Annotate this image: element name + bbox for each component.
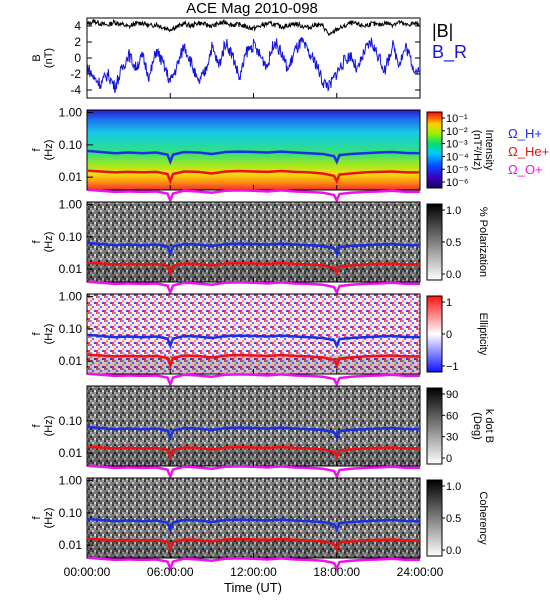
colorbar-tick-label: 0	[446, 453, 452, 465]
gyro-line-he	[86, 261, 420, 277]
colorbar-ellipticity	[426, 295, 443, 373]
colorbar-tick-label: 60	[446, 410, 458, 422]
panels: 420-2-4B(nT)1.000.100.01f(Hz)10⁻¹10⁻²10⁻…	[31, 17, 495, 572]
gyro-line-he	[86, 537, 420, 553]
legend-gyro-h: Ω_H+	[508, 126, 542, 141]
gyro-line-h	[86, 333, 421, 350]
y-tick-label: 0.10	[59, 322, 83, 336]
colorbar-label: k dot B(Deg)	[471, 409, 495, 443]
x-tick-label: 18:00:00	[313, 565, 360, 579]
spectrogram-intensity	[87, 110, 420, 190]
colorbar-tick-label: 0.5	[446, 237, 461, 249]
y-tick-label: 4	[74, 19, 81, 33]
spectrogram-coherency	[87, 478, 420, 558]
x-tick-label: 12:00:00	[230, 565, 277, 579]
legend-gyro-he: Ω_He+	[508, 144, 549, 159]
spectrogram-polarization	[87, 202, 420, 282]
y-tick-label: 0.01	[59, 538, 83, 552]
gyro-line-o	[86, 188, 420, 204]
colorbar-label: Intensity(nT²/Hz)	[471, 130, 495, 171]
colorbar-tick-label: 90	[446, 389, 458, 401]
gyro-line-he	[86, 445, 420, 461]
gyro-line-o	[86, 280, 420, 296]
panel-magnetic-field: 4 2 0 -2 -4 B(nT)	[31, 17, 421, 99]
gyro-line-he	[86, 169, 420, 185]
y-tick-label: -4	[70, 83, 81, 97]
gyro-line-he	[86, 353, 420, 369]
x-tick-label: 06:00:00	[147, 565, 194, 579]
colorbar-tick-label: 10⁻³	[446, 139, 468, 151]
y-tick-label: 1.00	[59, 106, 83, 120]
gyro-line-h	[86, 517, 421, 534]
x-tick-label: 24:00:00	[397, 565, 444, 579]
colorbar-tick-label: 0	[446, 329, 452, 341]
y-tick-label: 0	[74, 51, 81, 65]
colorbar-label: % Polarization	[477, 207, 489, 277]
y-tick-label: 0.10	[59, 138, 83, 152]
colorbar-tick-label: 0.5	[446, 513, 461, 525]
colorbar-tick-label: 0.0	[446, 269, 461, 281]
gyro-line-o	[86, 372, 420, 388]
plot-title: ACE Mag 2010-098	[186, 0, 318, 17]
y-tick-label: 0.01	[59, 354, 83, 368]
gyro-line-o	[86, 556, 420, 572]
legend-b-magnitude: |B|	[432, 21, 453, 41]
colorbar-tick-label: 10⁻²	[446, 126, 468, 138]
colorbar-label: Coherency	[477, 491, 489, 545]
series-b-radial	[86, 37, 420, 94]
colorbar-coherency	[426, 479, 443, 557]
colorbar-tick-label: 10⁻¹	[446, 113, 468, 125]
colorbar-tick-label: 1.0	[446, 481, 461, 493]
legend-gyro-o: Ω_O+	[508, 162, 543, 177]
y-tick-label: 0.10	[59, 230, 83, 244]
time-axis: 00:00:00 06:00:00 12:00:00 18:00:00 24:00:00…	[64, 93, 444, 595]
spectrogram-ellipticity	[87, 294, 420, 374]
colorbar-tick-label: 1.0	[446, 205, 461, 217]
series-b-magnitude	[86, 18, 420, 37]
gyro-line-h	[86, 425, 421, 442]
y-axis-label: f(Hz)	[31, 232, 55, 253]
colorbar-tick-label: 30	[446, 432, 458, 444]
mag-plot-area	[86, 17, 421, 99]
y-tick-label: 0.10	[59, 506, 83, 520]
colorbar-label: Ellipticity	[477, 313, 489, 356]
colorbar-tick-label: 10⁻⁵	[446, 164, 469, 176]
colorbar-intensity	[426, 111, 443, 189]
colorbar-tick-label: −1	[446, 361, 459, 373]
gyro-line-o	[86, 464, 420, 480]
colorbar-tick-label: 0.0	[446, 545, 461, 557]
y-axis-label: B(nT)	[31, 48, 55, 68]
y-tick-label: 1.00	[59, 474, 83, 488]
gyro-line-h	[86, 149, 421, 166]
y-axis-label: f(Hz)	[31, 508, 55, 529]
y-axis-label: f(Hz)	[31, 416, 55, 437]
colorbar-tick-label: 10⁻⁴	[446, 151, 469, 163]
colorbar-tick-label: 10⁻⁶	[446, 177, 469, 189]
colorbar-polarization	[426, 203, 443, 281]
x-tick-label: 00:00:00	[64, 565, 111, 579]
y-tick-label: 1.00	[59, 198, 83, 212]
panel-intensity: 1.00 0.10 0.01 f(Hz) 10⁻¹10⁻²10⁻³10⁻⁴10⁻⁵10⁻…	[31, 106, 495, 204]
y-axis-label: f(Hz)	[31, 324, 55, 345]
y-tick-label: 0.01	[59, 446, 83, 460]
y-tick-label: 1.00	[59, 290, 83, 304]
y-tick-label: 2	[74, 35, 81, 49]
y-tick-label: -2	[70, 67, 81, 81]
y-tick-label: 0.01	[59, 262, 83, 276]
colorbar-tick-label: 1	[446, 297, 452, 309]
y-tick-label: 0.10	[59, 414, 83, 428]
y-axis-label: f(Hz)	[31, 140, 55, 161]
panel-k-dot-b: 0.10 0.01 f(Hz) 90 60 30 0 k dot B(Deg)	[31, 385, 495, 480]
colorbar-k-dot-b	[426, 387, 443, 465]
spectrogram-k-dot-b	[87, 386, 420, 466]
x-axis-label: Time (UT)	[224, 580, 282, 595]
legend-b-radial: B_R	[432, 42, 467, 63]
gyro-line-h	[86, 241, 421, 258]
y-tick-label: 0.01	[59, 170, 83, 184]
